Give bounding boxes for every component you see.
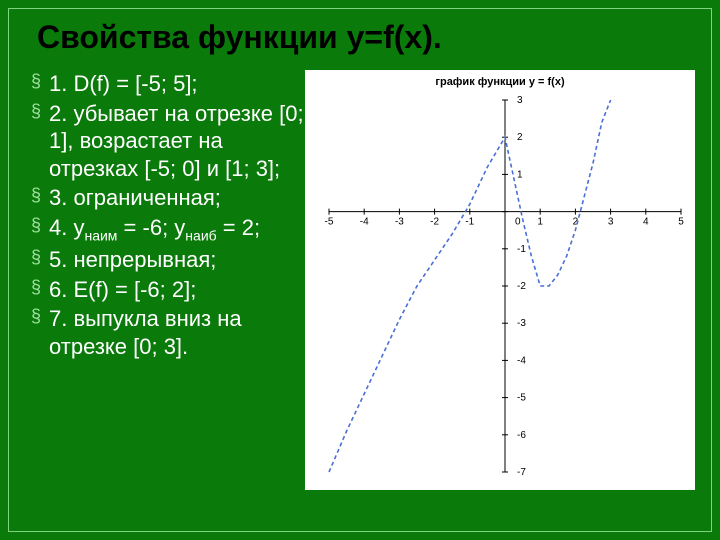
chart-title: график функции y = f(x) <box>305 76 695 88</box>
list-item: 5. непрерывная; <box>31 246 311 274</box>
svg-text:1: 1 <box>537 217 543 228</box>
svg-text:-1: -1 <box>465 217 474 228</box>
chart-svg: -5-4-3-2-112345-7-6-5-4-3-2-11230 <box>311 92 689 484</box>
chart-panel: график функции y = f(x) -5 -4 -3 -2 -1 1 2 3 4 5 -… <box>305 70 695 490</box>
list-item: 3. ограниченная; <box>31 184 311 212</box>
svg-text:-3: -3 <box>517 318 526 329</box>
list-item: 7. выпукла вниз на отрезке [0; 3]. <box>31 305 311 360</box>
svg-text:-1: -1 <box>517 244 526 255</box>
prop-text: 3. ограниченная; <box>49 185 221 210</box>
svg-text:3: 3 <box>608 217 614 228</box>
list-item: 2. убывает на отрезке [0; 1], возрастает… <box>31 100 311 183</box>
prop-text: 7. выпукла вниз на отрезке [0; 3]. <box>49 306 242 359</box>
prop-text: 1. D(f) = [-5; 5]; <box>49 71 198 96</box>
list-item: 6. E(f) = [-6; 2]; <box>31 276 311 304</box>
svg-text:-4: -4 <box>517 355 526 366</box>
svg-text:5: 5 <box>678 217 684 228</box>
list-item: 4. yнаим = -6; yнаиб = 2; <box>31 214 311 245</box>
properties-list: 1. D(f) = [-5; 5]; 2. убывает на отрезке… <box>31 70 311 362</box>
slide-frame: Свойства функции y=f(x). 1. D(f) = [-5; … <box>8 8 712 532</box>
svg-text:-5: -5 <box>517 393 526 404</box>
svg-text:-6: -6 <box>517 430 526 441</box>
svg-text:-2: -2 <box>430 217 439 228</box>
prop-text: 2. убывает на отрезке [0; 1], возрастает… <box>49 101 304 181</box>
page-title: Свойства функции y=f(x). <box>9 9 711 70</box>
prop-text: 5. непрерывная; <box>49 247 216 272</box>
content-row: 1. D(f) = [-5; 5]; 2. убывает на отрезке… <box>9 70 711 490</box>
prop-text: 4. yнаим = -6; yнаиб = 2; <box>49 215 260 240</box>
svg-text:4: 4 <box>643 217 649 228</box>
svg-text:0: 0 <box>515 217 521 228</box>
svg-text:-3: -3 <box>395 217 404 228</box>
svg-text:2: 2 <box>517 132 523 143</box>
svg-text:-5: -5 <box>325 217 334 228</box>
svg-text:-4: -4 <box>360 217 369 228</box>
svg-text:-2: -2 <box>517 281 526 292</box>
prop-text: 6. E(f) = [-6; 2]; <box>49 277 196 302</box>
list-item: 1. D(f) = [-5; 5]; <box>31 70 311 98</box>
svg-text:3: 3 <box>517 95 523 106</box>
svg-text:-7: -7 <box>517 467 526 478</box>
svg-text:1: 1 <box>517 169 523 180</box>
